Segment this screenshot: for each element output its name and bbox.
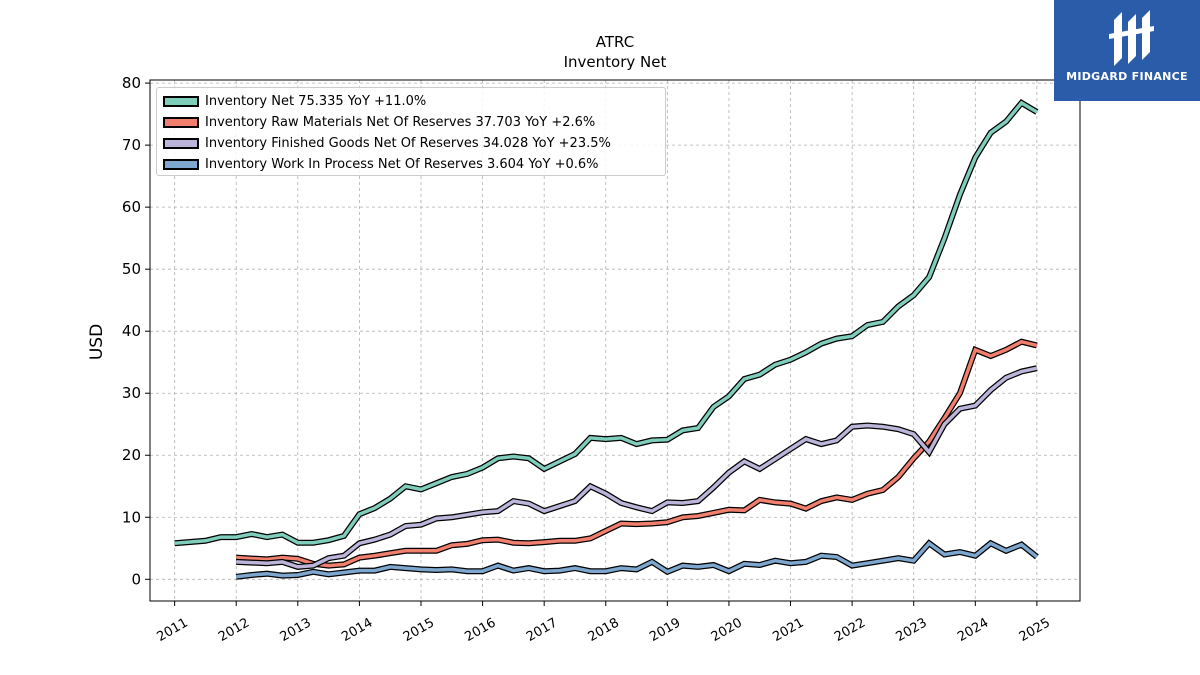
y-tick-label: 20 — [122, 446, 141, 464]
logo-text: MIDGARD FINANCE — [1066, 70, 1188, 83]
x-tick-label: 2016 — [462, 615, 498, 645]
chart-subtitle: Inventory Net — [563, 53, 667, 71]
x-tick-label: 2017 — [524, 615, 560, 645]
legend-label: Inventory Net 75.335 YoY +11.0% — [205, 93, 427, 109]
x-tick-label: 2012 — [216, 615, 252, 645]
brand-logo: MIDGARD FINANCE — [1054, 0, 1200, 101]
x-axis: 2011 2012 2013 2014 2015 2016 2017 2018 2019 2020… — [154, 601, 1053, 645]
y-tick-label: 30 — [122, 384, 141, 402]
legend-label: Inventory Finished Goods Net Of Reserves… — [205, 135, 611, 151]
series-lines — [174, 99, 1039, 580]
legend-swatch — [163, 116, 199, 128]
y-tick-label: 60 — [122, 198, 141, 216]
x-tick-label: 2021 — [770, 615, 806, 645]
y-axis-label: USD — [87, 324, 107, 360]
y-tick-label: 80 — [122, 74, 141, 92]
x-tick-label: 2013 — [278, 615, 314, 645]
series-line — [236, 366, 1038, 569]
x-tick-label: 2020 — [709, 615, 745, 645]
legend-item-finished-goods: Inventory Finished Goods Net Of Reserves… — [163, 135, 611, 151]
x-tick-label: 2015 — [401, 615, 437, 645]
series-line-outline — [236, 365, 1038, 570]
legend-swatch — [163, 137, 199, 149]
series-line — [235, 540, 1038, 579]
y-tick-label: 0 — [131, 570, 141, 588]
legend-label: Inventory Work In Process Net Of Reserve… — [205, 156, 599, 172]
legend-item-work-in-process: Inventory Work In Process Net Of Reserve… — [163, 156, 599, 172]
series-line — [174, 100, 1038, 546]
legend-item-raw-materials: Inventory Raw Materials Net Of Reserves … — [163, 114, 595, 130]
legend-item-inventory-net: Inventory Net 75.335 YoY +11.0% — [163, 93, 426, 109]
legend-swatch — [163, 95, 199, 107]
x-tick-label: 2011 — [154, 615, 190, 645]
x-tick-label: 2018 — [586, 615, 622, 645]
x-tick-label: 2019 — [647, 615, 683, 645]
chart-title: ATRC — [595, 33, 635, 51]
y-axis: 0 10 20 30 40 50 60 70 80 — [122, 74, 150, 588]
plot-frame — [149, 79, 1081, 602]
logo-mark-icon — [1109, 10, 1154, 66]
legend: Inventory Net 75.335 YoY +11.0% Inventor… — [156, 87, 666, 176]
x-tick-label: 2023 — [894, 615, 930, 645]
y-tick-label: 50 — [122, 260, 141, 278]
y-tick-label: 10 — [122, 508, 141, 526]
y-tick-label: 40 — [122, 322, 141, 340]
y-tick-label: 70 — [122, 136, 141, 154]
legend-label: Inventory Raw Materials Net Of Reserves … — [205, 114, 596, 130]
legend-swatch — [163, 158, 199, 170]
x-tick-label: 2022 — [832, 615, 868, 645]
series-line — [236, 339, 1038, 568]
x-tick-label: 2024 — [955, 615, 991, 645]
x-tick-label: 2014 — [339, 615, 375, 645]
x-tick-label: 2025 — [1017, 615, 1053, 645]
